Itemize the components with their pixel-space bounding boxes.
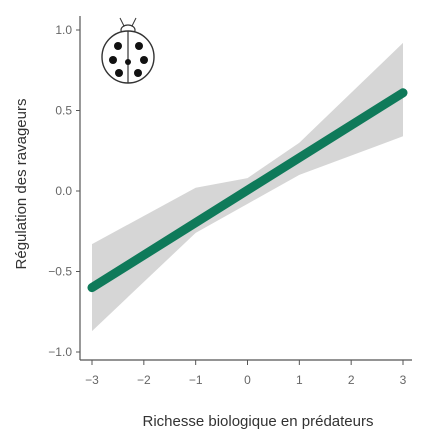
y-tick-label: −0.5: [48, 265, 72, 279]
x-tick-label: 1: [296, 373, 303, 387]
axes: [76, 16, 412, 365]
y-tick-label: 1.0: [55, 23, 72, 37]
regression-line: [87, 88, 408, 293]
y-tick-label: 0.5: [55, 104, 72, 118]
x-tick-label: −3: [85, 373, 99, 387]
y-tick-label: −1.0: [48, 345, 72, 359]
tick-labels: −1.0 −0.5 0.0 0.5 1.0 −3 −2 −1 0 1 2 3: [48, 23, 406, 387]
ladybug-icon: [101, 17, 155, 84]
x-tick-label: 3: [400, 373, 407, 387]
x-tick-label: 2: [348, 373, 355, 387]
y-tick-label: 0.0: [55, 184, 72, 198]
x-tick-label: −2: [137, 373, 151, 387]
x-axis-title: Richesse biologique en prédateurs: [143, 413, 374, 430]
y-axis-title: Régulation des ravageurs: [13, 99, 30, 270]
x-tick-label: 0: [244, 373, 251, 387]
series-layer: [87, 88, 408, 293]
x-tick-label: −1: [189, 373, 203, 387]
